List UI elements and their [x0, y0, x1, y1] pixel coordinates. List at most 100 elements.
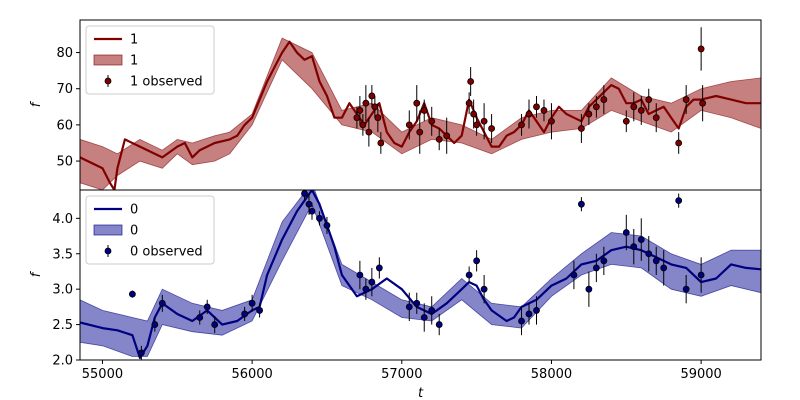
bottom-data-point: [697, 271, 705, 279]
bottom-y-tick-label: 4.0: [52, 212, 73, 227]
top-data-point: [465, 99, 473, 107]
bottom-data-point: [413, 299, 421, 307]
top-data-point: [540, 107, 548, 114]
top-y-tick-label: 50: [56, 155, 73, 170]
top-data-point: [622, 117, 630, 125]
top-data-point: [428, 117, 436, 125]
bottom-data-point: [585, 285, 593, 293]
top-y-tick-label: 60: [56, 118, 73, 133]
bottom-y-tick-label: 2.0: [52, 354, 73, 369]
bottom-data-point: [375, 264, 383, 272]
top-data-point: [488, 125, 495, 132]
bottom-legend: 0 0 0 observed: [85, 195, 215, 265]
top-data-point: [368, 92, 376, 100]
top-data-point: [470, 110, 478, 118]
bottom-data-point: [316, 214, 323, 222]
bottom-data-point: [428, 307, 436, 314]
top-data-point: [645, 96, 653, 103]
bottom-x-tick-label: 59000: [680, 367, 721, 382]
x-axis-label: t: [418, 386, 424, 400]
bottom-y-tick-label: 3.5: [52, 247, 73, 262]
bottom-data-point: [435, 321, 443, 328]
top-data-point: [416, 128, 424, 136]
bottom-data-point: [652, 257, 660, 265]
top-data-point: [362, 99, 370, 107]
top-data-point: [630, 103, 638, 111]
bottom-data-point: [682, 285, 690, 293]
top-data-point: [359, 121, 367, 129]
bottom-y-tick-label: 2.5: [52, 318, 73, 333]
top-data-point: [356, 107, 364, 114]
top-data-point: [652, 114, 660, 122]
top-legend-label: 1: [130, 54, 138, 69]
top-legend-box: [85, 25, 215, 95]
bottom-data-point: [660, 264, 668, 272]
top-data-point: [697, 45, 705, 53]
top-data-point: [365, 128, 373, 136]
bottom-data-point: [241, 310, 249, 318]
top-legend-label: 1: [130, 33, 138, 48]
bottom-data-point: [637, 236, 645, 243]
top-data-point: [600, 96, 608, 103]
top-y-tick-label: 70: [56, 82, 73, 97]
top-legend: 1 1 1 observed: [85, 25, 215, 95]
bottom-data-point: [592, 264, 600, 272]
top-panel-plot-area: [80, 27, 761, 190]
bottom-data-point: [570, 271, 578, 279]
bottom-data-point: [675, 197, 683, 205]
bottom-x-tick-label: 58000: [531, 367, 572, 382]
bottom-panel-frame: [79, 189, 762, 361]
top-data-point: [699, 99, 707, 107]
bottom-data-point: [301, 190, 308, 197]
bottom-data-point: [256, 307, 264, 314]
bottom-data-point: [630, 243, 638, 251]
bottom-data-point: [323, 222, 331, 229]
top-data-point: [675, 139, 683, 147]
bottom-legend-label: 0: [130, 203, 138, 218]
bottom-data-point: [600, 257, 608, 265]
bottom-data-point: [405, 303, 413, 311]
bottom-data-point: [308, 207, 316, 215]
top-data-point: [413, 99, 421, 107]
bottom-y-axis-label: f: [29, 270, 44, 277]
bottom-data-point: [480, 285, 488, 293]
top-data-point: [577, 125, 585, 132]
bottom-data-point: [128, 290, 136, 298]
bottom-data-point: [465, 271, 473, 279]
top-data-point: [592, 103, 600, 111]
bottom-data-point: [368, 278, 376, 286]
bottom-legend-label: 0 observed: [130, 245, 203, 260]
bottom-x-tick-label: 55000: [82, 367, 123, 382]
bottom-data-point: [577, 200, 585, 208]
top-data-point: [377, 139, 385, 147]
top-data-point: [371, 103, 379, 111]
bottom-data-point: [362, 285, 370, 293]
top-data-point: [525, 110, 533, 118]
top-data-point: [637, 107, 645, 114]
top-data-point: [473, 121, 481, 129]
top-data-point: [405, 121, 413, 129]
top-data-point: [682, 96, 690, 103]
top-data-point: [467, 78, 475, 85]
bottom-data-point: [473, 257, 481, 265]
bottom-data-point: [645, 250, 653, 258]
top-data-point: [533, 103, 540, 111]
bottom-y-tick-label: 3.0: [52, 283, 73, 298]
bottom-data-point: [158, 299, 166, 307]
bottom-legend-point-swatch: [104, 247, 112, 255]
bottom-data-point: [151, 321, 159, 328]
top-data-point: [443, 132, 451, 140]
bottom-legend-band-swatch: [93, 224, 123, 236]
top-data-point: [548, 117, 555, 125]
top-legend-point-swatch: [104, 77, 112, 85]
top-data-point: [585, 110, 593, 118]
top-line-series: [80, 40, 761, 190]
top-data-point: [518, 121, 525, 129]
top-legend-label: 1 observed: [130, 75, 203, 90]
top-data-point: [420, 107, 428, 114]
bottom-data-point: [248, 299, 256, 307]
bottom-data-point: [533, 307, 540, 314]
bottom-data-point: [196, 314, 204, 321]
top-y-tick-label: 80: [56, 46, 73, 61]
